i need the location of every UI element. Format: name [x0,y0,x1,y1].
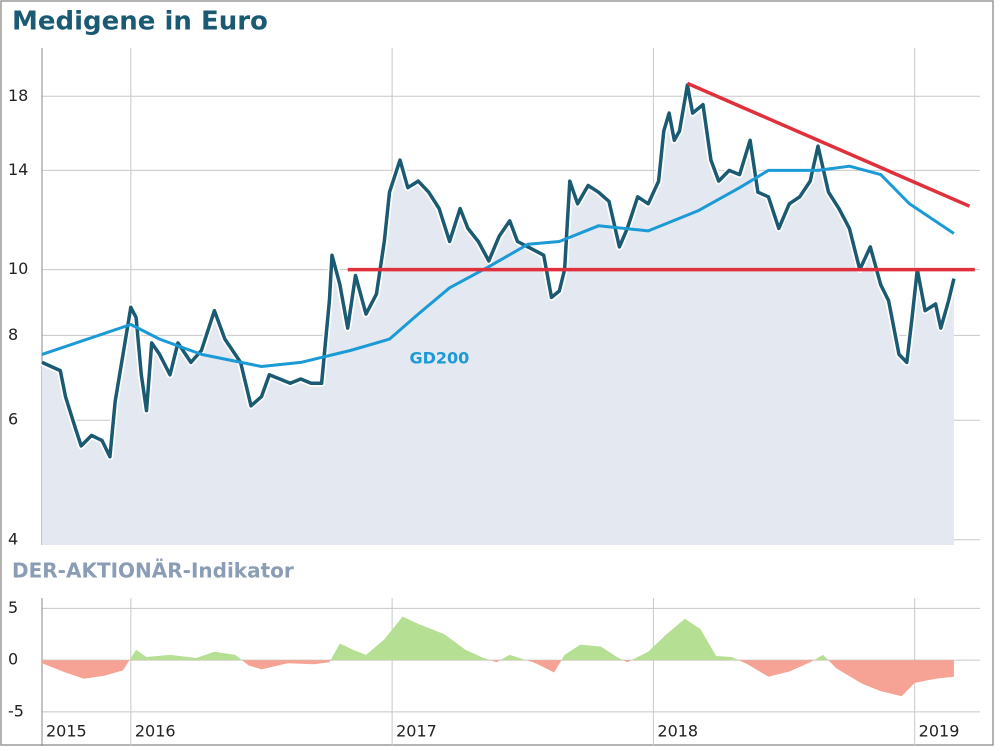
y-tick-label: 8 [8,325,18,344]
indicator-positive [129,616,829,661]
series-label: GD200 [410,349,470,368]
indicator-title: DER-AKTIONÄR-Indikator [12,559,294,583]
x-tick-label: 2017 [396,722,437,741]
y-tick-label: 4 [8,529,18,548]
price-area [42,85,954,545]
y-tick-label: 10 [8,259,28,278]
y-tick-label: 0 [8,650,18,669]
y-tick-label: 5 [8,598,18,617]
y-tick-label: 14 [8,160,28,179]
y-tick-label: 6 [8,410,18,429]
indicator-negative [42,660,954,697]
x-tick-label: 2018 [657,722,698,741]
x-tick-label: 2019 [919,722,960,741]
price-line [41,83,956,459]
gd200-line [41,164,955,368]
trend-line [686,81,971,208]
x-tick-label: 2015 [46,722,87,741]
x-tick-label: 2016 [135,722,176,741]
chart-title: Medigene in Euro [12,7,268,37]
y-tick-label: -5 [8,701,24,720]
y-tick-label: 18 [8,86,28,105]
